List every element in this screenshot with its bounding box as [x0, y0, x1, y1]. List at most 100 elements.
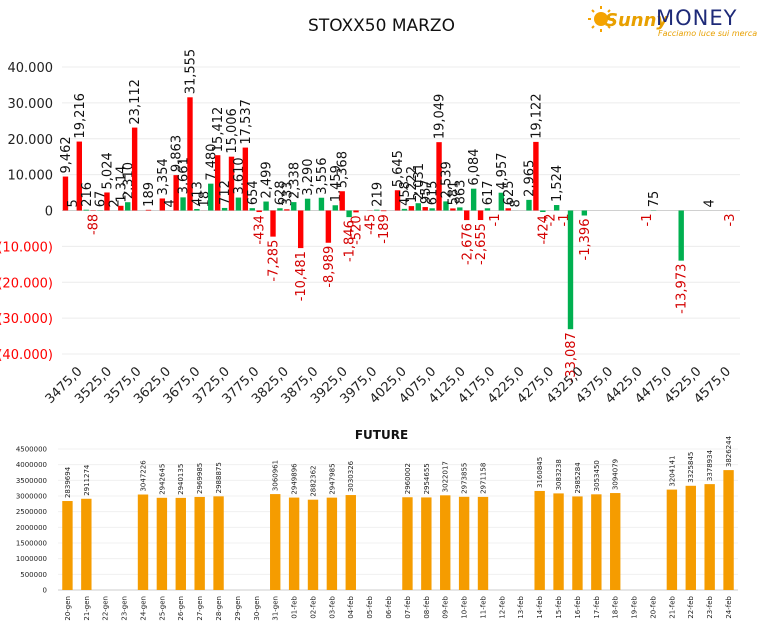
future-x-tick-label: 27-gen	[196, 596, 204, 621]
bar-green	[457, 207, 463, 211]
data-label: 4	[702, 199, 717, 207]
future-x-tick-label: 21-gen	[83, 596, 91, 621]
bar-red	[242, 147, 249, 211]
data-label: 1,314	[114, 166, 129, 203]
future-data-label: 2942645	[158, 464, 166, 495]
future-x-tick-label: 29-gen	[234, 596, 242, 621]
bar-red	[104, 192, 110, 211]
future-x-tick-label: 20-gen	[64, 596, 72, 621]
bar-red	[477, 210, 484, 221]
bar-green	[374, 209, 380, 211]
future-bar	[345, 495, 356, 590]
data-label: 1,524	[550, 165, 565, 202]
future-x-tick-label: 10-feb	[461, 595, 469, 618]
data-label-negative: -1,396	[578, 219, 593, 261]
y-tick-label: 3500000	[16, 477, 47, 485]
future-bar	[572, 496, 583, 590]
future-data-label: 3083238	[555, 459, 563, 490]
future-bar	[288, 497, 300, 590]
y-tick-label: 20.000	[8, 133, 54, 148]
data-label: 5,368	[336, 151, 351, 188]
data-label-negative: -10,481	[294, 251, 309, 301]
future-data-label: 3030326	[347, 460, 355, 492]
bar-green	[526, 199, 532, 211]
future-bar	[458, 496, 470, 590]
future-x-tick-label: 14-feb	[536, 595, 544, 618]
future-data-label: 3378934	[706, 449, 714, 481]
bar-green	[263, 201, 269, 211]
future-bar	[704, 484, 715, 590]
data-label-negative: -520	[350, 215, 365, 245]
future-data-label: 3047226	[139, 460, 147, 492]
future-data-label: 2960002	[404, 463, 412, 494]
bar-red	[394, 190, 401, 211]
y-tick-label: 1000000	[16, 555, 47, 563]
y-tick-label: 40.000	[8, 61, 54, 76]
y-tick-label: (20.000)	[0, 276, 53, 291]
future-bar	[402, 497, 413, 590]
bar-red	[325, 210, 332, 243]
data-label: 75	[647, 191, 662, 208]
data-label-negative: -13,973	[675, 264, 690, 314]
future-x-tick-label: 04-feb	[347, 595, 355, 618]
data-label: 458	[398, 181, 413, 206]
data-label-negative: -3	[723, 214, 738, 227]
future-x-tick-label: 09-feb	[442, 595, 450, 618]
data-label-negative: -88	[87, 214, 102, 235]
future-x-tick-label: 20-feb	[649, 595, 657, 618]
data-label: 3,290	[301, 158, 316, 195]
data-label-negative: -7,285	[267, 240, 282, 282]
bar-green	[346, 210, 352, 218]
bar-red	[118, 205, 124, 211]
future-x-tick-label: 19-feb	[631, 595, 639, 618]
future-data-label: 3022017	[442, 461, 450, 492]
bar-green	[401, 208, 408, 211]
data-label: 3,556	[315, 158, 330, 195]
sun-icon	[594, 12, 608, 26]
future-x-tick-label: 01-feb	[291, 595, 299, 618]
future-data-label: 2971158	[479, 463, 487, 494]
future-x-tick-label: 21-feb	[668, 595, 676, 618]
future-chart-title: FUTURE	[354, 428, 409, 442]
future-data-label: 2911274	[83, 464, 91, 496]
future-x-tick-label: 28-gen	[215, 596, 223, 621]
logo-graphic: Sunny MONEY Facciamo luce sui mercati	[588, 6, 763, 38]
future-bar	[440, 495, 451, 590]
data-label: 2,499	[260, 161, 275, 198]
data-label-negative: -1	[640, 214, 655, 227]
data-label: 617	[481, 180, 496, 205]
bar-green	[304, 198, 311, 211]
future-bar	[175, 497, 186, 590]
future-data-label: 3826244	[725, 435, 733, 467]
bar-red	[214, 155, 221, 211]
future-x-tick-label: 26-gen	[177, 596, 185, 621]
data-label: 333	[280, 181, 295, 206]
future-x-tick-label: 18-feb	[612, 595, 620, 618]
data-label-negative: -434	[253, 215, 268, 245]
future-bar	[270, 494, 281, 590]
bar-red	[436, 142, 442, 211]
data-label-negative: -2,676	[460, 223, 475, 265]
data-label-negative: -189	[377, 214, 392, 244]
bar-green	[540, 210, 546, 213]
data-label-negative: -8,989	[322, 246, 337, 288]
bar-green	[208, 183, 214, 211]
data-label: 413	[190, 181, 205, 206]
future-bar	[591, 494, 602, 590]
future-data-label: 2985284	[574, 462, 582, 494]
data-label-negative: -1	[488, 214, 503, 227]
future-x-tick-label: 23-feb	[706, 595, 714, 618]
chart-title: STOXX50 MARZO	[308, 16, 455, 36]
y-tick-label: 0	[45, 205, 53, 220]
bar-green	[498, 192, 505, 211]
future-bar	[307, 499, 319, 590]
future-x-tick-label: 03-feb	[328, 595, 336, 618]
data-label: 2,338	[287, 162, 302, 199]
bar-red	[173, 175, 179, 211]
future-bar	[62, 501, 73, 590]
bar-red	[505, 208, 511, 211]
bar-green	[221, 207, 228, 211]
bar-green	[429, 208, 435, 211]
data-label: 19,216	[73, 93, 88, 139]
